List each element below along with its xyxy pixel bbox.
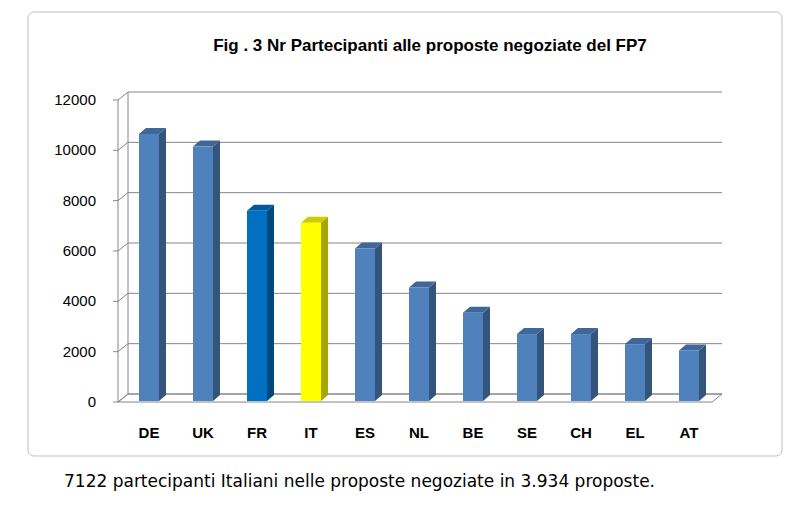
x-tick-label: SE: [517, 424, 537, 441]
y-tick-label: 8000: [63, 192, 96, 209]
bar-front: [301, 223, 321, 401]
x-tick-label: NL: [409, 424, 429, 441]
x-tick-label: UK: [192, 424, 214, 441]
y-tick-label: 10000: [54, 141, 96, 158]
tick-mark: [113, 150, 118, 151]
bar: [463, 307, 490, 401]
y-tick-label: 4000: [63, 292, 96, 309]
y-tick-label: 6000: [63, 242, 96, 259]
bar-side: [483, 307, 490, 401]
bar-front: [247, 211, 267, 401]
grid-line: [118, 92, 722, 100]
bar-side: [429, 281, 436, 401]
bar-front: [679, 350, 699, 401]
x-tick-label: EL: [625, 424, 644, 441]
bar-front: [625, 344, 645, 401]
bar-top: [463, 307, 490, 313]
bar-side: [159, 128, 166, 401]
bar-side: [321, 217, 328, 401]
bar-front: [571, 334, 591, 401]
x-tick-label: AT: [680, 424, 699, 441]
bar-top: [247, 205, 274, 211]
bar: [301, 217, 328, 401]
bar-side: [213, 141, 220, 401]
bar: [247, 205, 274, 401]
bar-side: [645, 338, 652, 401]
bar-side: [699, 344, 706, 401]
bar-top: [571, 328, 598, 334]
bar-front: [139, 134, 159, 401]
bar-top: [517, 328, 544, 334]
x-tick-label: ES: [355, 424, 375, 441]
chart-frame: [28, 12, 782, 456]
bar-side: [267, 205, 274, 401]
x-tick-label: CH: [570, 424, 592, 441]
bar: [139, 128, 166, 401]
tick-mark: [113, 100, 118, 101]
bar-side: [375, 242, 382, 401]
bar: [193, 141, 220, 401]
y-tick-label: 0: [88, 393, 96, 410]
bar-top: [301, 217, 328, 223]
bar-top: [409, 281, 436, 287]
bar-front: [517, 334, 537, 401]
y-tick-label: 12000: [54, 91, 96, 108]
chart: Fig . 3 Nr Partecipanti alle proposte ne…: [0, 0, 805, 506]
bar-top: [193, 141, 220, 147]
bar: [625, 338, 652, 401]
tick-mark: [113, 301, 118, 302]
bar: [571, 328, 598, 401]
title: Fig . 3 Nr Partecipanti alle proposte ne…: [213, 36, 647, 55]
bar-front: [409, 287, 429, 401]
tick-mark: [113, 402, 118, 403]
tick-mark: [113, 251, 118, 252]
bar: [517, 328, 544, 401]
bar-side: [537, 328, 544, 401]
bar: [355, 242, 382, 401]
tick-mark: [113, 351, 118, 352]
x-tick-label: IT: [304, 424, 317, 441]
bar-front: [463, 313, 483, 401]
bars: [139, 128, 706, 401]
tick-mark: [113, 200, 118, 201]
x-tick-label: DE: [139, 424, 160, 441]
annotation: 7122 partecipanti Italiani nelle propost…: [64, 471, 655, 491]
x-tick-label: FR: [247, 424, 267, 441]
bar: [409, 281, 436, 401]
bar-top: [625, 338, 652, 344]
bar-top: [139, 128, 166, 134]
bar-top: [355, 242, 382, 248]
bar-side: [591, 328, 598, 401]
bar-front: [193, 147, 213, 401]
y-tick-label: 2000: [63, 343, 96, 360]
bar: [679, 344, 706, 401]
bar-top: [679, 344, 706, 350]
bar-front: [355, 248, 375, 401]
x-tick-label: BE: [463, 424, 484, 441]
